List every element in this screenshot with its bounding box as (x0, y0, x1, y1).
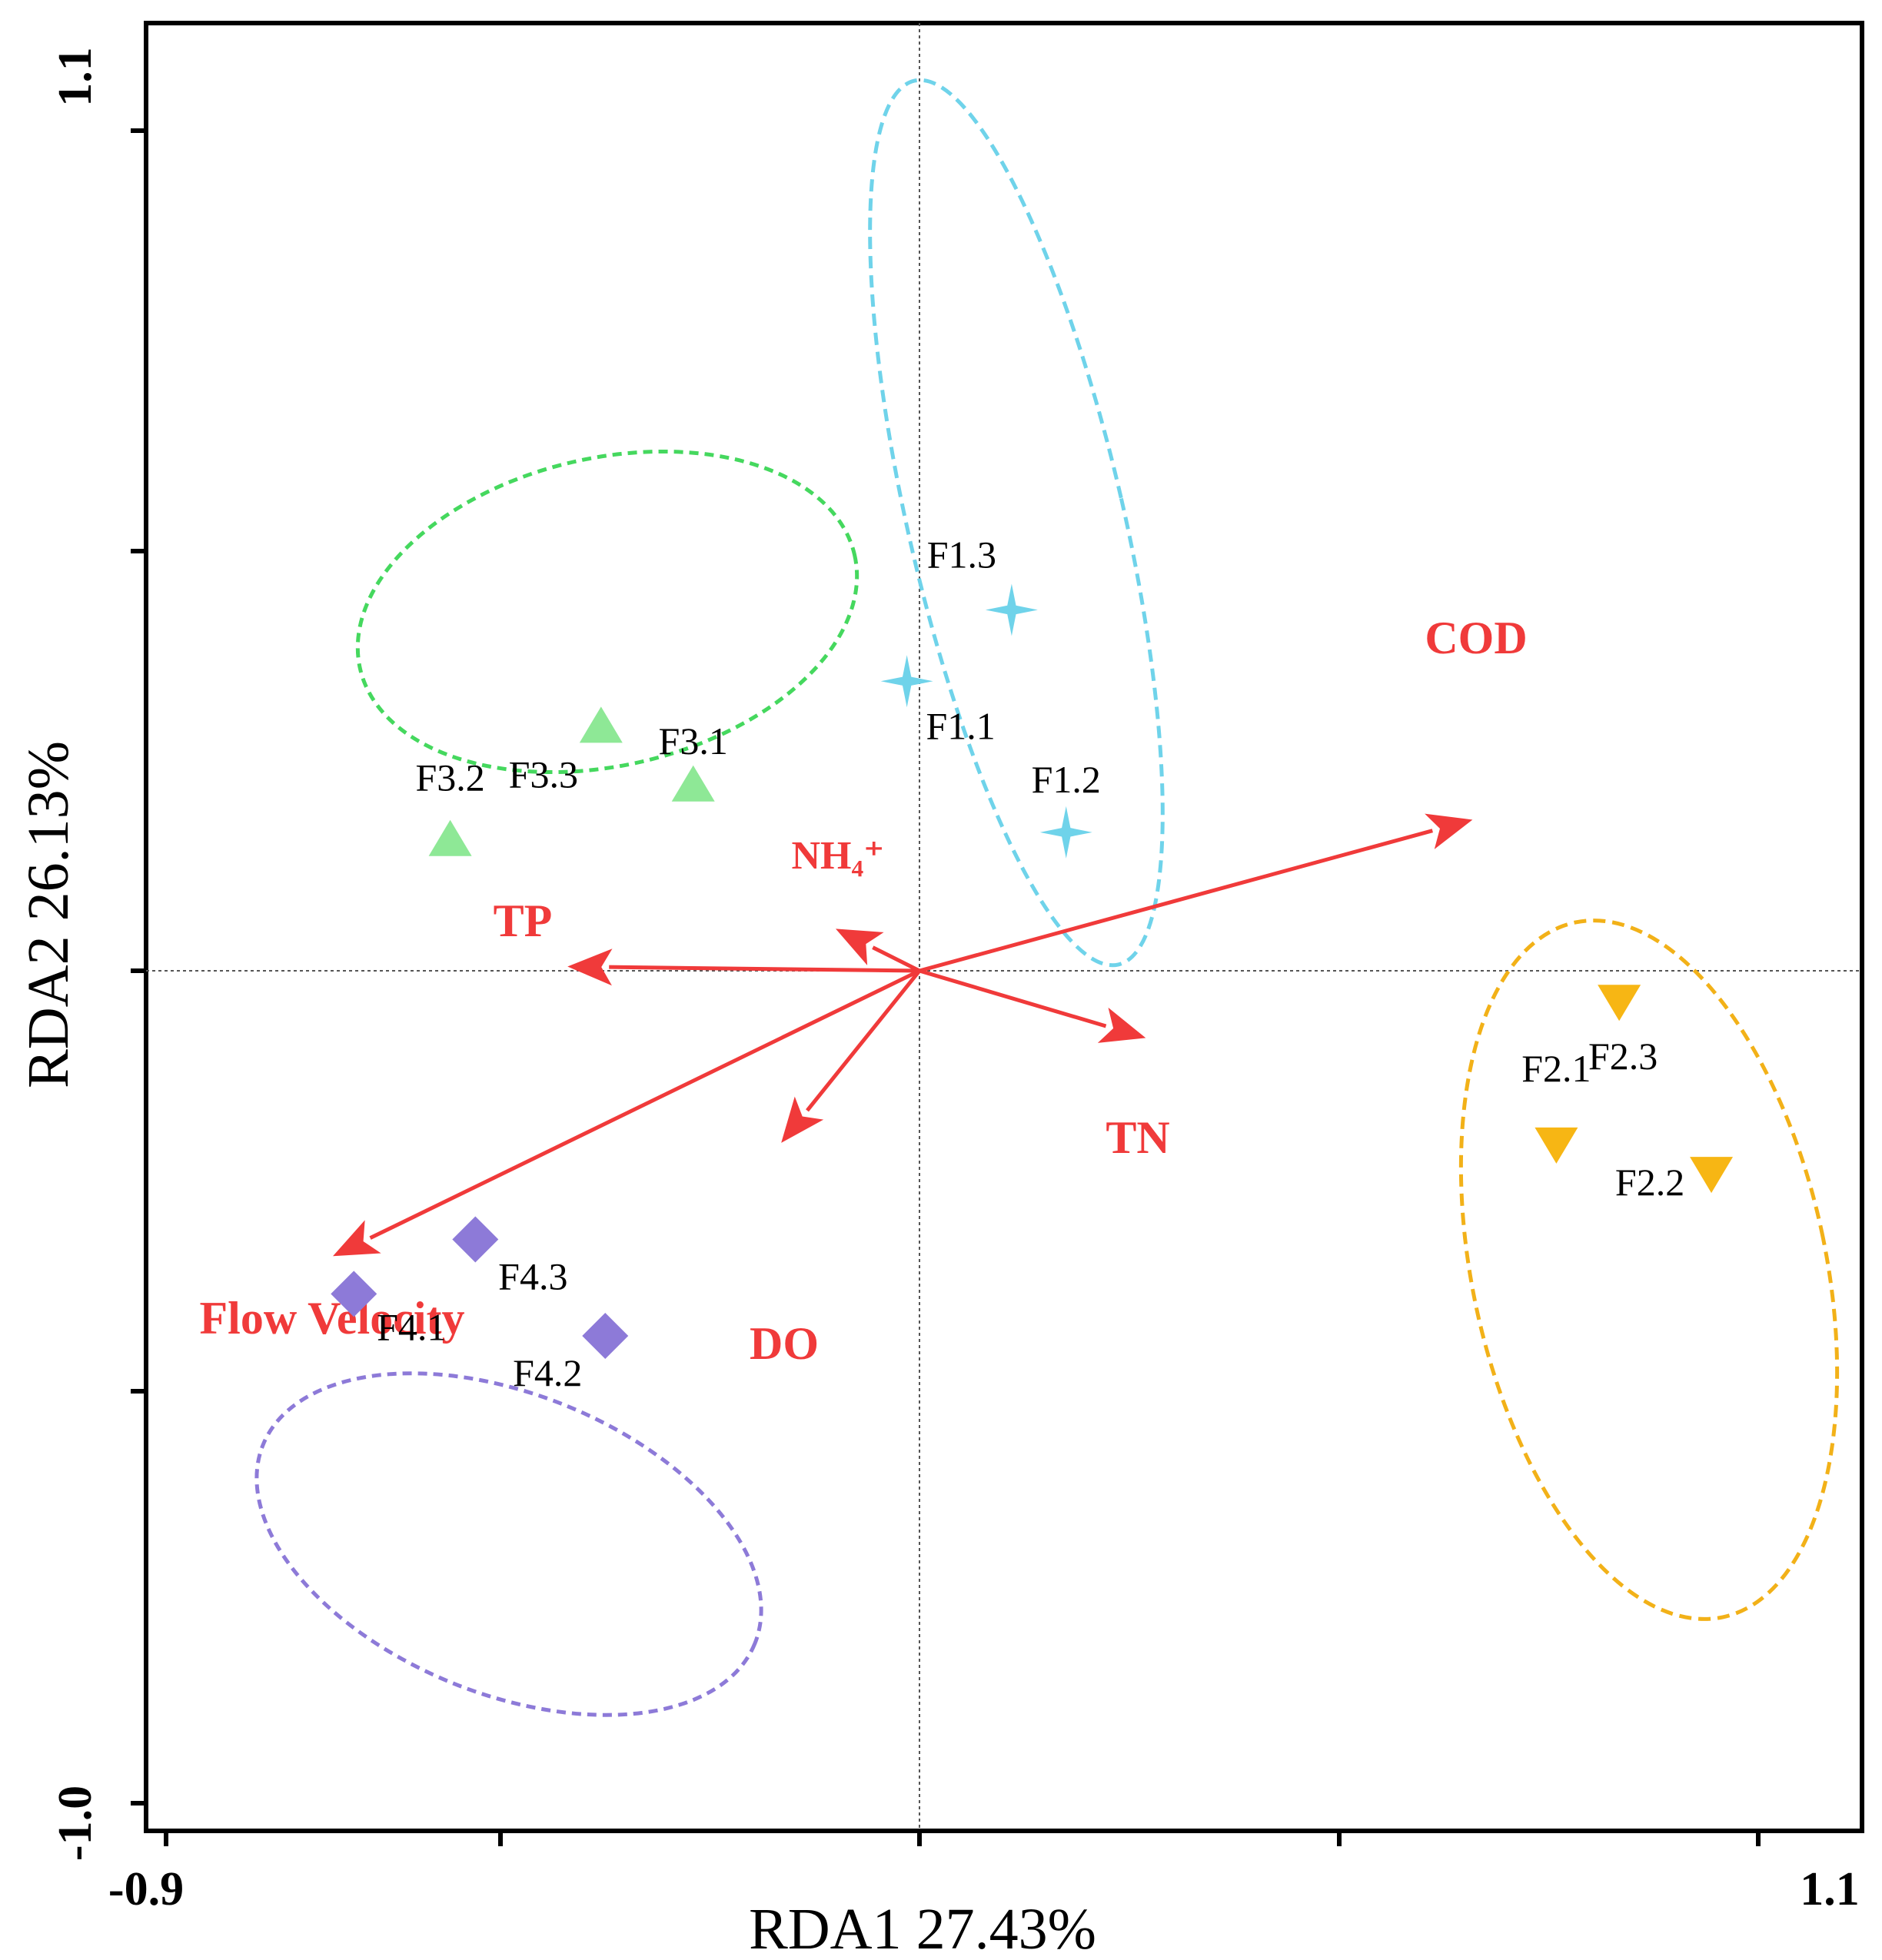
sample-marker (1690, 1157, 1734, 1194)
vector-arrowhead (836, 929, 884, 965)
sample-label: F4.1 (377, 1305, 446, 1348)
sample-marker (1598, 985, 1641, 1022)
x-axis-ticks (164, 1831, 1761, 1846)
sample-label: F2.3 (1588, 1035, 1658, 1078)
vector-line (369, 968, 921, 1240)
environmental-vectors: COD NH₄⁺ TP TN DO Flow Velocity (200, 613, 1528, 1369)
sample-label: F2.2 (1615, 1161, 1684, 1204)
vector-line (919, 968, 1107, 1028)
group-ellipse-F1 (868, 78, 1165, 968)
vector-arrowhead (781, 1096, 824, 1143)
y-tick-label-max: 1.1 (49, 47, 101, 107)
vector-line (609, 965, 920, 973)
group-ellipse-F4 (254, 1371, 763, 1717)
vector-label: DO (750, 1318, 819, 1369)
sample-label: F2.1 (1521, 1047, 1591, 1090)
sample-label: F3.2 (415, 756, 484, 799)
sample-label: F4.2 (513, 1351, 582, 1394)
vector-label: TP (494, 895, 553, 946)
sample-marker (452, 1216, 499, 1263)
sample-label: F1.1 (926, 704, 995, 747)
vector-arrowhead (1097, 1007, 1146, 1043)
sample-points: F1.3 F1.1 F1.2 F2.3F2.1 F2.2 F3.3 F3.1 F3.2 F4.3… (331, 533, 1734, 1394)
vector-arrowhead (567, 948, 613, 986)
y-tick-label-min: -1.0 (49, 1786, 101, 1861)
sample-marker (985, 583, 1038, 636)
sample-marker (1535, 1127, 1578, 1164)
sample-marker (331, 1271, 377, 1317)
vector-label: NH₄⁺ (791, 834, 884, 878)
sample-marker (582, 1313, 629, 1360)
group-ellipse-F2 (1458, 919, 1840, 1621)
sample-label: F3.3 (509, 752, 578, 796)
sample-label: F1.2 (1032, 758, 1101, 801)
sample-label: F3.1 (659, 719, 728, 762)
vector-arrowhead (333, 1220, 381, 1257)
x-tick-label-max: 1.1 (1800, 1863, 1860, 1915)
plot-frame (144, 21, 1864, 1833)
sample-marker (1039, 806, 1092, 859)
sample-marker (579, 706, 623, 743)
vector-arrowhead (1425, 813, 1473, 849)
sample-marker (671, 765, 715, 802)
sample-label: F1.3 (927, 533, 996, 576)
vector-line (919, 829, 1433, 973)
vector-label: TN (1106, 1112, 1169, 1163)
sample-marker (428, 819, 472, 856)
y-axis-ticks (131, 128, 146, 1806)
vector-label: Flow Velocity (200, 1293, 465, 1344)
x-tick-label-min: -0.9 (108, 1863, 184, 1915)
group-ellipse-F3 (355, 449, 860, 775)
vector-line (806, 969, 921, 1112)
sample-label: F4.3 (498, 1254, 567, 1297)
vector-label: COD (1425, 613, 1527, 663)
x-axis-title: RDA1 27.43% (749, 1897, 1096, 1960)
y-axis-title: RDA2 26.13% (16, 741, 81, 1088)
vector-line (872, 945, 921, 973)
sample-marker (880, 655, 933, 708)
